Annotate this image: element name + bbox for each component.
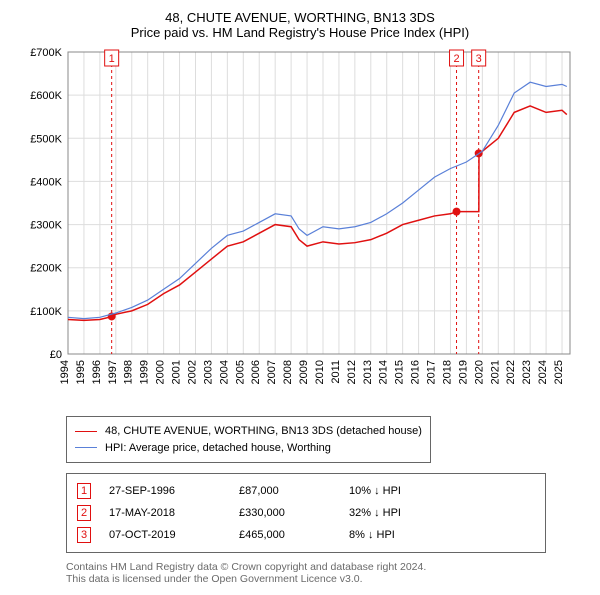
svg-text:£700K: £700K — [30, 48, 62, 59]
svg-text:2014: 2014 — [378, 360, 390, 384]
svg-text:£100K: £100K — [30, 306, 62, 318]
svg-text:2005: 2005 — [234, 360, 246, 384]
svg-text:2013: 2013 — [362, 360, 374, 384]
svg-text:2020: 2020 — [473, 360, 485, 384]
event-badge: 1 — [77, 483, 91, 499]
legend-row: 48, CHUTE AVENUE, WORTHING, BN13 3DS (de… — [75, 423, 422, 440]
svg-text:2022: 2022 — [505, 360, 517, 384]
svg-text:£300K: £300K — [30, 220, 62, 232]
svg-text:2007: 2007 — [266, 360, 278, 384]
svg-text:2010: 2010 — [314, 360, 326, 384]
svg-text:2023: 2023 — [521, 360, 533, 384]
events-table: 1 27-SEP-1996£87,00010% ↓ HPI 2 17-MAY-2018… — [66, 473, 546, 553]
event-badge: 2 — [77, 505, 91, 521]
svg-text:2024: 2024 — [537, 360, 549, 384]
chart-area: £0 £100K £200K £300K £400K £500K £600K £700K 199… — [20, 48, 580, 388]
svg-text:2003: 2003 — [202, 360, 214, 384]
svg-text:2012: 2012 — [346, 360, 358, 384]
chart-title: 48, CHUTE AVENUE, WORTHING, BN13 3DS — [10, 10, 590, 25]
event-price: £330,000 — [239, 502, 349, 524]
svg-text:2011: 2011 — [330, 360, 342, 384]
svg-text:2017: 2017 — [426, 360, 438, 384]
svg-text:2008: 2008 — [282, 360, 294, 384]
svg-text:1994: 1994 — [59, 360, 71, 384]
event-date: 07-OCT-2019 — [109, 524, 239, 546]
legend-swatch-hpi — [75, 447, 97, 448]
event-date: 27-SEP-1996 — [109, 480, 239, 502]
svg-text:1995: 1995 — [75, 360, 87, 384]
event-badge: 3 — [77, 527, 91, 543]
svg-text:2009: 2009 — [298, 360, 310, 384]
svg-text:1997: 1997 — [107, 360, 119, 384]
event-date: 17-MAY-2018 — [109, 502, 239, 524]
chart-subtitle: Price paid vs. HM Land Registry's House … — [10, 25, 590, 40]
event-row: 3 07-OCT-2019£465,0008% ↓ HPI — [77, 524, 535, 546]
svg-text:2002: 2002 — [186, 360, 198, 384]
svg-text:2006: 2006 — [250, 360, 262, 384]
legend-swatch-price — [75, 431, 97, 432]
event-row: 1 27-SEP-1996£87,00010% ↓ HPI — [77, 480, 535, 502]
svg-text:2016: 2016 — [410, 360, 422, 384]
svg-text:£500K: £500K — [30, 133, 62, 145]
svg-text:2000: 2000 — [155, 360, 167, 384]
svg-text:3: 3 — [476, 53, 482, 65]
legend-label-price: 48, CHUTE AVENUE, WORTHING, BN13 3DS (de… — [105, 423, 422, 440]
event-price: £87,000 — [239, 480, 349, 502]
legend-label-hpi: HPI: Average price, detached house, Wort… — [105, 440, 331, 457]
legend-row: HPI: Average price, detached house, Wort… — [75, 440, 422, 457]
footer-line-2: This data is licensed under the Open Gov… — [66, 573, 570, 585]
event-row: 2 17-MAY-2018£330,00032% ↓ HPI — [77, 502, 535, 524]
footer-line-1: Contains HM Land Registry data © Crown c… — [66, 561, 570, 573]
svg-text:2021: 2021 — [489, 360, 501, 384]
svg-text:1: 1 — [109, 53, 115, 65]
event-diff: 8% ↓ HPI — [349, 524, 479, 546]
svg-text:2: 2 — [453, 53, 459, 65]
svg-text:£400K: £400K — [30, 176, 62, 188]
svg-text:1996: 1996 — [91, 360, 103, 384]
svg-text:2004: 2004 — [218, 360, 230, 384]
svg-text:2019: 2019 — [457, 360, 469, 384]
event-price: £465,000 — [239, 524, 349, 546]
svg-text:2018: 2018 — [441, 360, 453, 384]
event-diff: 10% ↓ HPI — [349, 480, 479, 502]
svg-text:1999: 1999 — [139, 360, 151, 384]
svg-text:£0: £0 — [50, 349, 62, 361]
svg-text:2001: 2001 — [171, 360, 183, 384]
legend: 48, CHUTE AVENUE, WORTHING, BN13 3DS (de… — [66, 416, 431, 463]
svg-text:1998: 1998 — [123, 360, 135, 384]
chart-svg: £0 £100K £200K £300K £400K £500K £600K £700K 199… — [20, 48, 580, 388]
svg-text:2025: 2025 — [553, 360, 565, 384]
svg-text:£600K: £600K — [30, 90, 62, 102]
svg-text:2015: 2015 — [394, 360, 406, 384]
footer-text: Contains HM Land Registry data © Crown c… — [66, 561, 570, 585]
event-diff: 32% ↓ HPI — [349, 502, 479, 524]
svg-text:£200K: £200K — [30, 263, 62, 275]
